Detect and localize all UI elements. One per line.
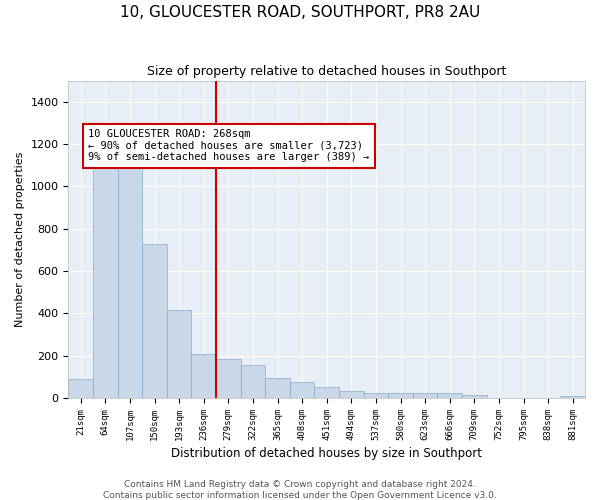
Bar bbox=[93, 154, 118, 398]
Bar bbox=[339, 390, 364, 398]
Bar bbox=[216, 359, 241, 398]
Bar bbox=[118, 154, 142, 398]
Bar bbox=[364, 393, 388, 398]
Bar bbox=[413, 394, 437, 398]
Text: 10, GLOUCESTER ROAD, SOUTHPORT, PR8 2AU: 10, GLOUCESTER ROAD, SOUTHPORT, PR8 2AU bbox=[120, 5, 480, 20]
Bar bbox=[167, 310, 191, 398]
Text: 10 GLOUCESTER ROAD: 268sqm
← 90% of detached houses are smaller (3,723)
9% of se: 10 GLOUCESTER ROAD: 268sqm ← 90% of deta… bbox=[88, 129, 370, 162]
Bar bbox=[68, 379, 93, 398]
Bar bbox=[560, 396, 585, 398]
Bar bbox=[388, 394, 413, 398]
Bar bbox=[462, 395, 487, 398]
Bar bbox=[241, 366, 265, 398]
Text: Contains HM Land Registry data © Crown copyright and database right 2024.
Contai: Contains HM Land Registry data © Crown c… bbox=[103, 480, 497, 500]
Bar bbox=[437, 394, 462, 398]
Bar bbox=[314, 388, 339, 398]
Y-axis label: Number of detached properties: Number of detached properties bbox=[15, 152, 25, 327]
X-axis label: Distribution of detached houses by size in Southport: Distribution of detached houses by size … bbox=[171, 447, 482, 460]
Bar bbox=[290, 382, 314, 398]
Title: Size of property relative to detached houses in Southport: Size of property relative to detached ho… bbox=[147, 65, 506, 78]
Bar bbox=[191, 354, 216, 398]
Bar bbox=[142, 244, 167, 398]
Bar bbox=[265, 378, 290, 398]
